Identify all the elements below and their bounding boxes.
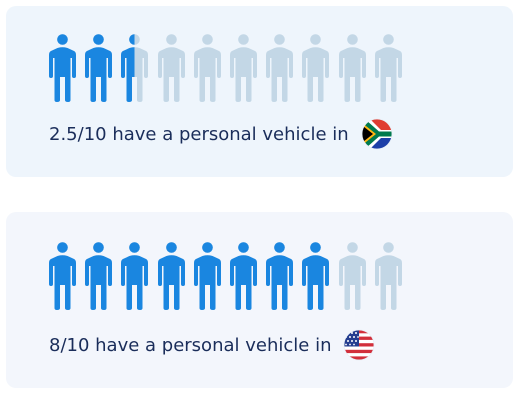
person-icon bbox=[229, 242, 257, 310]
stat-card-south-africa: 2.5/10 have a personal vehicle in bbox=[6, 6, 513, 177]
person-icon bbox=[49, 242, 76, 310]
person-icon bbox=[121, 242, 149, 310]
stat-card-usa: 8/10 have a personal vehicle in bbox=[6, 212, 513, 388]
person-icon bbox=[85, 242, 113, 310]
person-icon bbox=[338, 242, 366, 310]
person-icon bbox=[302, 242, 330, 310]
person-icon bbox=[229, 34, 257, 102]
person-icon bbox=[157, 34, 185, 102]
person-icon-row bbox=[49, 34, 411, 102]
person-icon bbox=[266, 242, 294, 310]
person-icon bbox=[85, 34, 113, 102]
person-icon bbox=[121, 34, 149, 102]
person-icon bbox=[157, 242, 185, 310]
person-icon bbox=[193, 242, 221, 310]
south-africa-flag-icon bbox=[361, 118, 393, 150]
usa-flag-icon bbox=[344, 329, 375, 361]
person-icon bbox=[374, 242, 402, 310]
stat-caption-text: 2.5/10 have a personal vehicle in bbox=[49, 123, 349, 145]
stat-caption: 8/10 have a personal vehicle in bbox=[49, 329, 375, 361]
person-icon bbox=[338, 34, 366, 102]
stat-caption: 2.5/10 have a personal vehicle in bbox=[49, 118, 393, 150]
person-icon bbox=[49, 34, 76, 102]
person-icon-row bbox=[49, 242, 411, 310]
person-icon bbox=[374, 34, 402, 102]
person-icon bbox=[266, 34, 294, 102]
person-icon bbox=[193, 34, 221, 102]
person-icon bbox=[302, 34, 330, 102]
stat-caption-text: 8/10 have a personal vehicle in bbox=[49, 334, 332, 356]
